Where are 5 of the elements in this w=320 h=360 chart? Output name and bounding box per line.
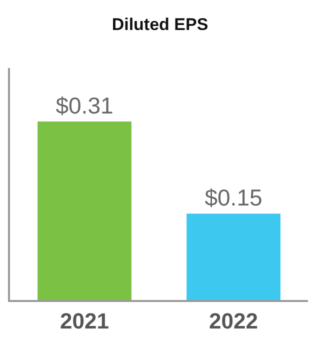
x-tick-label: 2021	[60, 308, 109, 334]
data-label: $0.15	[204, 184, 262, 211]
chart-title: Diluted EPS	[112, 14, 208, 34]
data-label: $0.31	[56, 92, 114, 119]
x-tick-label: 2022	[209, 308, 258, 334]
